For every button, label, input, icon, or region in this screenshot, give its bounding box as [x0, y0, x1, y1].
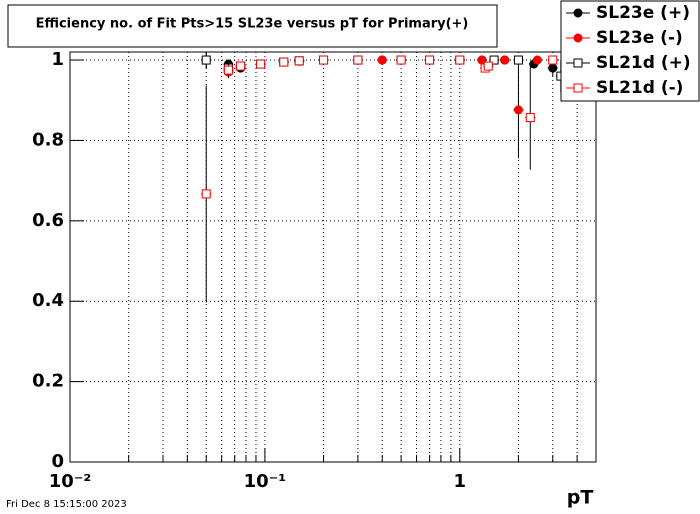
y-tick-label: 0.6	[32, 210, 64, 231]
marker	[532, 55, 542, 65]
plot-area	[69, 52, 596, 463]
timestamp: Fri Dec 8 15:15:00 2023	[6, 499, 127, 510]
marker	[294, 56, 304, 66]
marker	[489, 55, 499, 65]
marker	[201, 55, 211, 65]
legend-label: SL23e (-)	[596, 28, 683, 48]
marker	[548, 63, 558, 73]
legend-label: SL23e (+)	[596, 3, 690, 23]
marker	[256, 59, 266, 69]
marker	[513, 55, 523, 65]
x-tick-label: 10⁻²	[49, 471, 91, 492]
y-tick-label: 0.4	[32, 290, 64, 311]
y-tick-label: 0.2	[32, 371, 64, 392]
marker	[513, 105, 523, 115]
legend-marker	[573, 58, 583, 68]
y-tick-label: 1	[51, 49, 64, 70]
marker	[425, 55, 435, 65]
legend-label: SL21d (-)	[596, 78, 683, 98]
legend-marker	[573, 83, 583, 93]
marker	[377, 55, 387, 65]
legend-box	[560, 0, 700, 102]
legend-marker	[573, 33, 583, 43]
title-box	[7, 4, 498, 48]
marker	[319, 55, 329, 65]
y-tick-label: 0	[51, 451, 64, 472]
marker	[223, 65, 233, 75]
chart-title: Efficiency no. of Fit Pts>15 SL23e versu…	[36, 17, 469, 32]
marker	[500, 55, 510, 65]
x-axis-label: pT	[567, 487, 594, 509]
marker	[353, 55, 363, 65]
marker	[455, 55, 465, 65]
marker	[236, 61, 246, 71]
x-tick-label: 10⁻¹	[244, 471, 286, 492]
y-tick-label: 0.8	[32, 129, 64, 150]
legend-label: SL21d (+)	[596, 53, 691, 73]
marker	[279, 57, 289, 67]
marker	[201, 189, 211, 199]
marker	[525, 113, 535, 123]
marker	[396, 55, 406, 65]
marker	[548, 55, 558, 65]
marker	[483, 61, 493, 71]
legend-marker	[573, 8, 583, 18]
x-tick-label: 1	[454, 471, 467, 492]
